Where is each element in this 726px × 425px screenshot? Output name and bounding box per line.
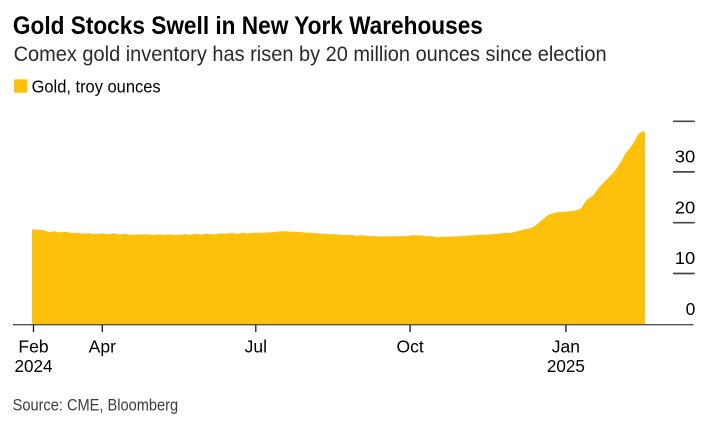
svg-text:Jul: Jul — [245, 337, 267, 357]
svg-text:2025: 2025 — [547, 356, 585, 376]
svg-text:2024: 2024 — [15, 356, 53, 376]
svg-text:20: 20 — [675, 197, 696, 217]
svg-text:Gold, troy ounces: Gold, troy ounces — [32, 76, 161, 96]
svg-text:30: 30 — [675, 147, 696, 167]
svg-text:Comex gold inventory has risen: Comex gold inventory has risen by 20 mil… — [14, 43, 607, 66]
svg-text:10: 10 — [675, 248, 696, 268]
svg-text:Gold Stocks Swell in New York: Gold Stocks Swell in New York Warehouses — [13, 13, 483, 40]
svg-text:Apr: Apr — [89, 337, 116, 357]
svg-text:Jan: Jan — [552, 337, 580, 357]
svg-text:Oct: Oct — [396, 337, 423, 357]
svg-text:Source: CME, Bloomberg: Source: CME, Bloomberg — [13, 395, 179, 414]
svg-text:Feb: Feb — [18, 337, 48, 357]
svg-text:0: 0 — [686, 299, 696, 319]
